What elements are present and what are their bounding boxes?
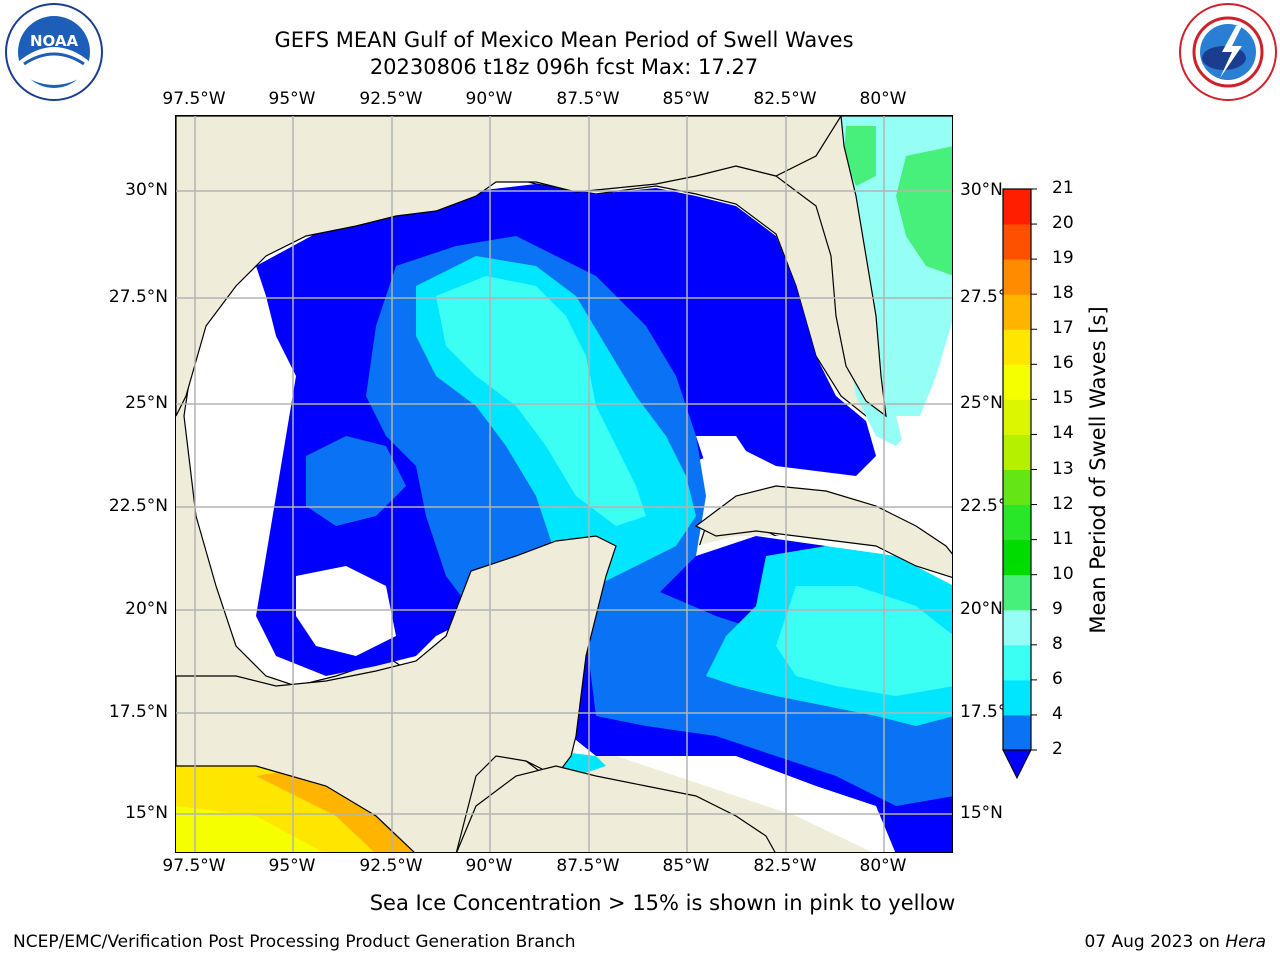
sea-ice-footnote: Sea Ice Concentration > 15% is shown in … xyxy=(369,891,956,915)
lon-tick-top: 85°W xyxy=(662,89,710,109)
nws-logo-icon xyxy=(1179,3,1277,101)
colorbar-segment xyxy=(1003,714,1031,751)
colorbar-segment xyxy=(1003,259,1031,295)
lat-tick-right: 15°N xyxy=(960,803,1003,823)
colorbar-segment xyxy=(1003,679,1031,716)
lon-tick-bottom: 97.5°W xyxy=(162,856,226,876)
lat-tick-left: 20°N xyxy=(125,599,168,619)
no-data-patch xyxy=(296,566,396,656)
credit-date: 07 Aug 2023 on Hera xyxy=(1084,932,1266,952)
noaa-logo-icon: NOAA xyxy=(5,3,103,101)
colorbar-segment xyxy=(1003,469,1031,506)
lat-tick-left: 22.5°N xyxy=(108,496,168,516)
lon-tick-top: 90°W xyxy=(465,89,513,109)
colorbar-segment xyxy=(1003,539,1031,576)
colorbar-tick-label: 21 xyxy=(1052,178,1074,198)
lat-tick-right: 30°N xyxy=(960,180,1003,200)
colorbar-tick-label: 14 xyxy=(1052,423,1074,444)
colorbar-tick-label: 6 xyxy=(1052,668,1063,689)
lon-tick-bottom: 85°W xyxy=(662,856,710,876)
lat-tick-left: 30°N xyxy=(125,180,168,200)
colorbar xyxy=(1002,188,1037,780)
lon-tick-top: 92.5°W xyxy=(359,89,423,109)
colorbar-tick-label: 15 xyxy=(1052,388,1074,409)
map-canvas xyxy=(176,116,952,852)
colorbar-segment xyxy=(1003,399,1031,435)
colorbar-segment xyxy=(1003,504,1031,541)
colorbar-segment xyxy=(1003,224,1031,260)
colorbar-title: Mean Period of Swell Waves [s] xyxy=(1086,306,1110,634)
colorbar-segment xyxy=(1003,329,1031,365)
lat-tick-right: 20°N xyxy=(960,599,1003,619)
gridlines xyxy=(176,116,952,852)
lon-tick-bottom: 82.5°W xyxy=(753,856,817,876)
credit-date-text: 07 Aug 2023 on xyxy=(1084,932,1226,952)
colorbar-segment xyxy=(1003,364,1031,400)
lon-tick-bottom: 80°W xyxy=(859,856,907,876)
colorbar-tick-label: 20 xyxy=(1052,213,1074,234)
lon-tick-bottom: 90°W xyxy=(465,856,513,876)
colorbar-segment xyxy=(1003,294,1031,330)
lon-tick-top: 95°W xyxy=(268,89,316,109)
colorbar-segment xyxy=(1003,609,1031,646)
colorbar-tick-label: 12 xyxy=(1052,493,1074,514)
land-central-america xyxy=(456,765,776,852)
credit-host: Hera xyxy=(1225,932,1266,952)
credit-branch: NCEP/EMC/Verification Post Processing Pr… xyxy=(13,932,576,952)
colorbar-tick-label: 18 xyxy=(1052,283,1074,304)
lat-tick-left: 25°N xyxy=(125,393,168,413)
no-data-patch xyxy=(196,306,286,556)
colorbar-tick-label: 2 xyxy=(1052,739,1063,759)
colorbar-tick-label: 9 xyxy=(1052,598,1063,619)
lon-tick-top: 82.5°W xyxy=(753,89,817,109)
lon-tick-top: 80°W xyxy=(859,89,907,109)
lat-tick-left: 27.5°N xyxy=(108,287,168,307)
lat-tick-left: 15°N xyxy=(125,803,168,823)
swell-field-light-cyan xyxy=(436,276,646,526)
svg-text:NOAA: NOAA xyxy=(30,32,79,50)
colorbar-tick-label: 4 xyxy=(1052,703,1063,724)
colorbar-tick-label: 16 xyxy=(1052,353,1074,374)
lon-tick-bottom: 92.5°W xyxy=(359,856,423,876)
colorbar-tick-label: 13 xyxy=(1052,458,1074,479)
lon-tick-bottom: 95°W xyxy=(268,856,316,876)
colorbar-tick-label: 19 xyxy=(1052,248,1074,269)
warm-field-orange xyxy=(256,766,415,852)
colorbar-extend-arrow xyxy=(1002,749,1032,780)
lon-tick-top: 87.5°W xyxy=(556,89,620,109)
swell-field-green-2 xyxy=(844,126,876,186)
colorbar-segment xyxy=(1003,644,1031,681)
chart-title: GEFS MEAN Gulf of Mexico Mean Period of … xyxy=(274,28,854,52)
no-data-patch xyxy=(896,416,936,456)
map-frame xyxy=(175,115,953,853)
colorbar-tick-label: 17 xyxy=(1052,318,1074,339)
swell-field-light-cyan-2 xyxy=(776,586,952,696)
colorbar-tick-label: 8 xyxy=(1052,633,1063,654)
forecast-subtitle: 20230806 t18z 096h fcst Max: 17.27 xyxy=(369,55,759,79)
lon-tick-bottom: 87.5°W xyxy=(556,856,620,876)
lat-tick-right: 25°N xyxy=(960,393,1003,413)
land-cuba xyxy=(694,485,952,578)
swell-field-medium-blue-3 xyxy=(306,436,406,526)
lon-tick-top: 97.5°W xyxy=(162,89,226,109)
colorbar-segment xyxy=(1003,189,1031,225)
no-data-patch xyxy=(696,436,756,476)
swell-field-green xyxy=(896,146,952,276)
colorbar-segment xyxy=(1003,434,1031,470)
colorbar-tick-label: 11 xyxy=(1052,528,1074,549)
colorbar-segment xyxy=(1003,574,1031,611)
colorbar-tick-label: 10 xyxy=(1052,563,1074,584)
lat-tick-left: 17.5°N xyxy=(108,702,168,722)
